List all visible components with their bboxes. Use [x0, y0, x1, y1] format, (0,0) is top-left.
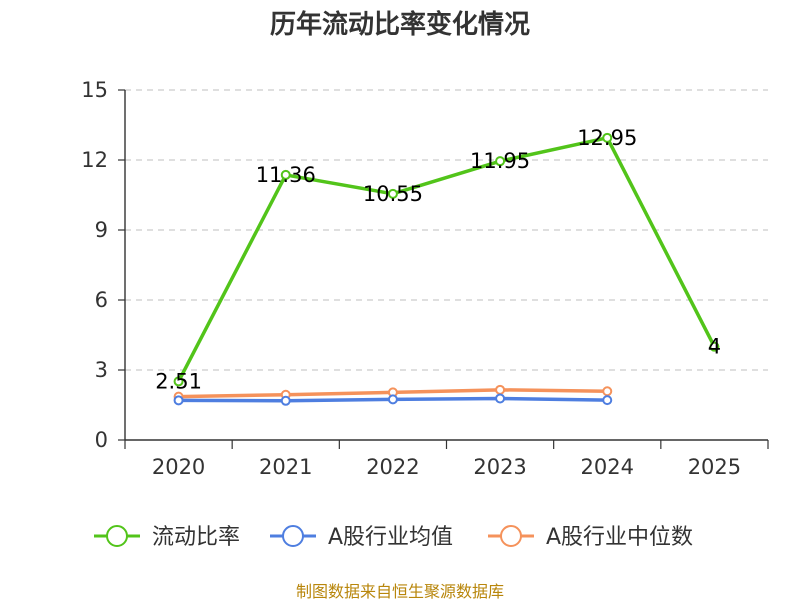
data-point	[709, 341, 720, 352]
source-note: 制图数据来自恒生聚源数据库	[295, 582, 504, 601]
x-tick-label: 2024	[581, 455, 634, 479]
series-line	[177, 136, 716, 383]
data-point	[495, 393, 506, 404]
data-point	[602, 395, 613, 406]
x-tick-label: 2025	[688, 455, 741, 479]
y-tick-label: 15	[81, 78, 108, 102]
x-tick-label: 2021	[259, 455, 312, 479]
y-tick-label: 12	[81, 148, 108, 172]
legend-marker	[500, 525, 522, 547]
data-point	[495, 156, 506, 167]
legend-label: A股行业中位数	[546, 525, 693, 550]
chart-title: 历年流动比率变化情况	[269, 10, 530, 40]
data-label: 10.55	[363, 182, 423, 206]
data-label: 2.51	[155, 369, 202, 393]
x-tick-label: 2023	[473, 455, 526, 479]
x-tick-label: 2022	[366, 455, 419, 479]
y-tick-label: 9	[95, 218, 108, 242]
data-point	[173, 395, 184, 406]
data-point	[602, 132, 613, 143]
legend-label: A股行业均值	[328, 525, 453, 550]
data-label: 12.95	[577, 126, 637, 150]
data-point	[280, 395, 291, 406]
data-point	[495, 384, 506, 395]
legend-marker	[106, 525, 128, 547]
legend-marker	[282, 525, 304, 547]
data-point	[387, 394, 398, 405]
data-point	[280, 169, 291, 180]
y-tick-label: 6	[95, 288, 108, 312]
y-tick-label: 3	[95, 358, 108, 382]
data-point	[387, 188, 398, 199]
data-point	[602, 386, 613, 397]
y-tick-label: 0	[95, 428, 108, 452]
data-point	[173, 376, 184, 387]
data-label: 11.95	[470, 149, 530, 173]
data-label: 11.36	[256, 163, 316, 187]
legend-label: 流动比率	[152, 525, 240, 550]
x-tick-label: 2020	[152, 455, 205, 479]
data-label: 4	[708, 335, 721, 359]
